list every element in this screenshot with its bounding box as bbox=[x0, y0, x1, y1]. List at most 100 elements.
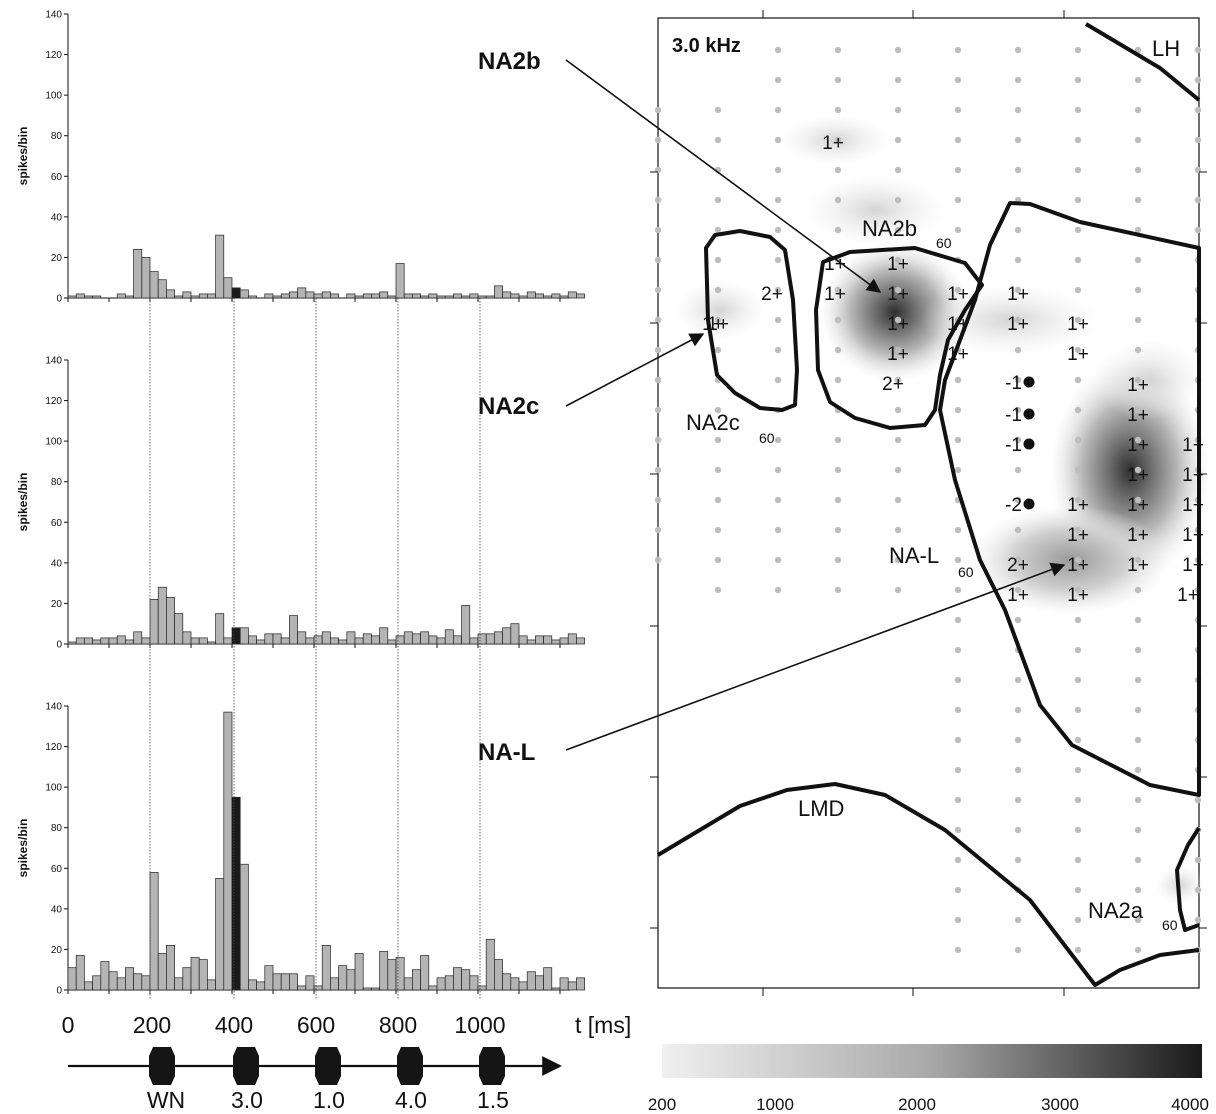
grid-dot bbox=[954, 376, 962, 384]
callout-na-l: NA-L bbox=[478, 739, 535, 766]
bar bbox=[510, 977, 520, 991]
grid-dot bbox=[894, 586, 902, 594]
grid-dot bbox=[774, 76, 782, 84]
psth-panel-bottom: 0 20 40 60 80 100 120 140 spikes/bin bbox=[16, 702, 585, 997]
bar bbox=[387, 639, 397, 645]
bar bbox=[469, 637, 479, 645]
bar bbox=[494, 959, 503, 991]
y-tick-label: 20 bbox=[51, 945, 63, 956]
bar bbox=[559, 295, 569, 299]
bar bbox=[338, 965, 348, 991]
grid-dot bbox=[1194, 886, 1202, 894]
bar bbox=[84, 981, 93, 991]
grid-dot bbox=[1074, 406, 1082, 414]
bar bbox=[395, 957, 405, 991]
grid-dot bbox=[834, 436, 842, 444]
y-tick-label: 0 bbox=[56, 640, 62, 651]
bar bbox=[510, 293, 520, 299]
bar bbox=[198, 293, 208, 299]
region-label-lh: LH bbox=[1152, 36, 1180, 61]
site-label: -1 bbox=[1005, 373, 1022, 394]
y-tick-label: 40 bbox=[51, 904, 63, 915]
bar bbox=[461, 969, 471, 991]
bar bbox=[67, 295, 77, 299]
psth-panel-middle: 0 20 40 60 80 100 120 140 spikes/bin bbox=[16, 356, 585, 651]
grid-dot bbox=[894, 436, 902, 444]
site-label: 1+ bbox=[1127, 555, 1149, 576]
y-tick-label: 40 bbox=[51, 558, 63, 569]
x-tick-0: 0 bbox=[62, 1012, 75, 1038]
bar bbox=[338, 639, 348, 645]
bar bbox=[469, 975, 479, 991]
stimulus-block-0 bbox=[149, 1047, 175, 1085]
callouts: NA2b NA2c NA-L bbox=[478, 48, 1066, 766]
na2a-outline bbox=[1175, 826, 1201, 932]
bar bbox=[272, 633, 282, 645]
svg-text:60: 60 bbox=[936, 235, 952, 251]
grid-dot bbox=[894, 226, 902, 234]
bar bbox=[207, 979, 216, 991]
grid-dot bbox=[774, 376, 782, 384]
grid-dot bbox=[654, 436, 662, 444]
grid-dot bbox=[1134, 856, 1142, 864]
bar bbox=[526, 639, 536, 645]
y-tick-label: 120 bbox=[45, 50, 62, 61]
bar bbox=[387, 295, 397, 299]
region-label-na2b: NA2b 60 bbox=[862, 216, 952, 251]
grid-dot bbox=[654, 106, 662, 114]
grid-dot bbox=[1074, 916, 1082, 924]
grid-dot bbox=[894, 496, 902, 504]
grid-dot bbox=[894, 376, 902, 384]
site-label: 1+ bbox=[1007, 585, 1029, 606]
grid-dot bbox=[954, 436, 962, 444]
bar bbox=[182, 631, 192, 645]
bar bbox=[108, 971, 118, 991]
grid-dot bbox=[1134, 826, 1142, 834]
grid-dot bbox=[1074, 166, 1082, 174]
svg-text:NA2c: NA2c bbox=[686, 410, 740, 435]
grid-dot bbox=[954, 586, 962, 594]
highlight-bar bbox=[231, 796, 241, 991]
y-tick-label: 140 bbox=[45, 10, 62, 21]
grid-dot bbox=[894, 556, 902, 564]
y-axis-label: spikes/bin bbox=[16, 819, 30, 878]
na-l-outline bbox=[938, 201, 1201, 797]
grid-dot bbox=[1014, 796, 1022, 804]
y-tick-label: 0 bbox=[56, 294, 62, 305]
bar bbox=[289, 291, 298, 299]
site-label: 1+ bbox=[1182, 435, 1204, 456]
grid-dot bbox=[1134, 466, 1142, 474]
grid-dot bbox=[714, 226, 722, 234]
bar bbox=[182, 967, 192, 991]
grid-dot bbox=[774, 226, 782, 234]
grid-dot bbox=[954, 826, 962, 834]
grid-dot bbox=[774, 316, 782, 324]
bar bbox=[354, 637, 364, 645]
site-label: 2+ bbox=[761, 284, 783, 305]
bar bbox=[133, 248, 143, 299]
colorbar-tick-1000: 1000 bbox=[756, 1095, 794, 1114]
grid-dot bbox=[834, 526, 842, 534]
grid-dot bbox=[1134, 226, 1142, 234]
grid-dot bbox=[1074, 796, 1082, 804]
lh-outline bbox=[1084, 22, 1201, 102]
bar bbox=[133, 973, 143, 991]
y-tick-label: 140 bbox=[45, 356, 62, 367]
svg-text:60: 60 bbox=[958, 564, 974, 580]
y-tick-label: 80 bbox=[51, 477, 63, 488]
bar bbox=[330, 637, 339, 645]
y-tick-label: 20 bbox=[51, 253, 63, 264]
site-label: -2 bbox=[1005, 495, 1022, 516]
y-tick-label: 80 bbox=[51, 823, 63, 834]
grid-dot bbox=[1134, 496, 1142, 504]
x-tick-600: 600 bbox=[297, 1012, 335, 1038]
y-axis-label: spikes/bin bbox=[16, 127, 30, 186]
grid-dot bbox=[954, 796, 962, 804]
grid-dot bbox=[774, 466, 782, 474]
grid-dot bbox=[1074, 736, 1082, 744]
grid-dot bbox=[774, 256, 782, 264]
grid-dot bbox=[1074, 46, 1082, 54]
grid-dot bbox=[1074, 136, 1082, 144]
bar bbox=[543, 635, 553, 645]
stim-label-15: 1.5 bbox=[477, 1087, 509, 1113]
